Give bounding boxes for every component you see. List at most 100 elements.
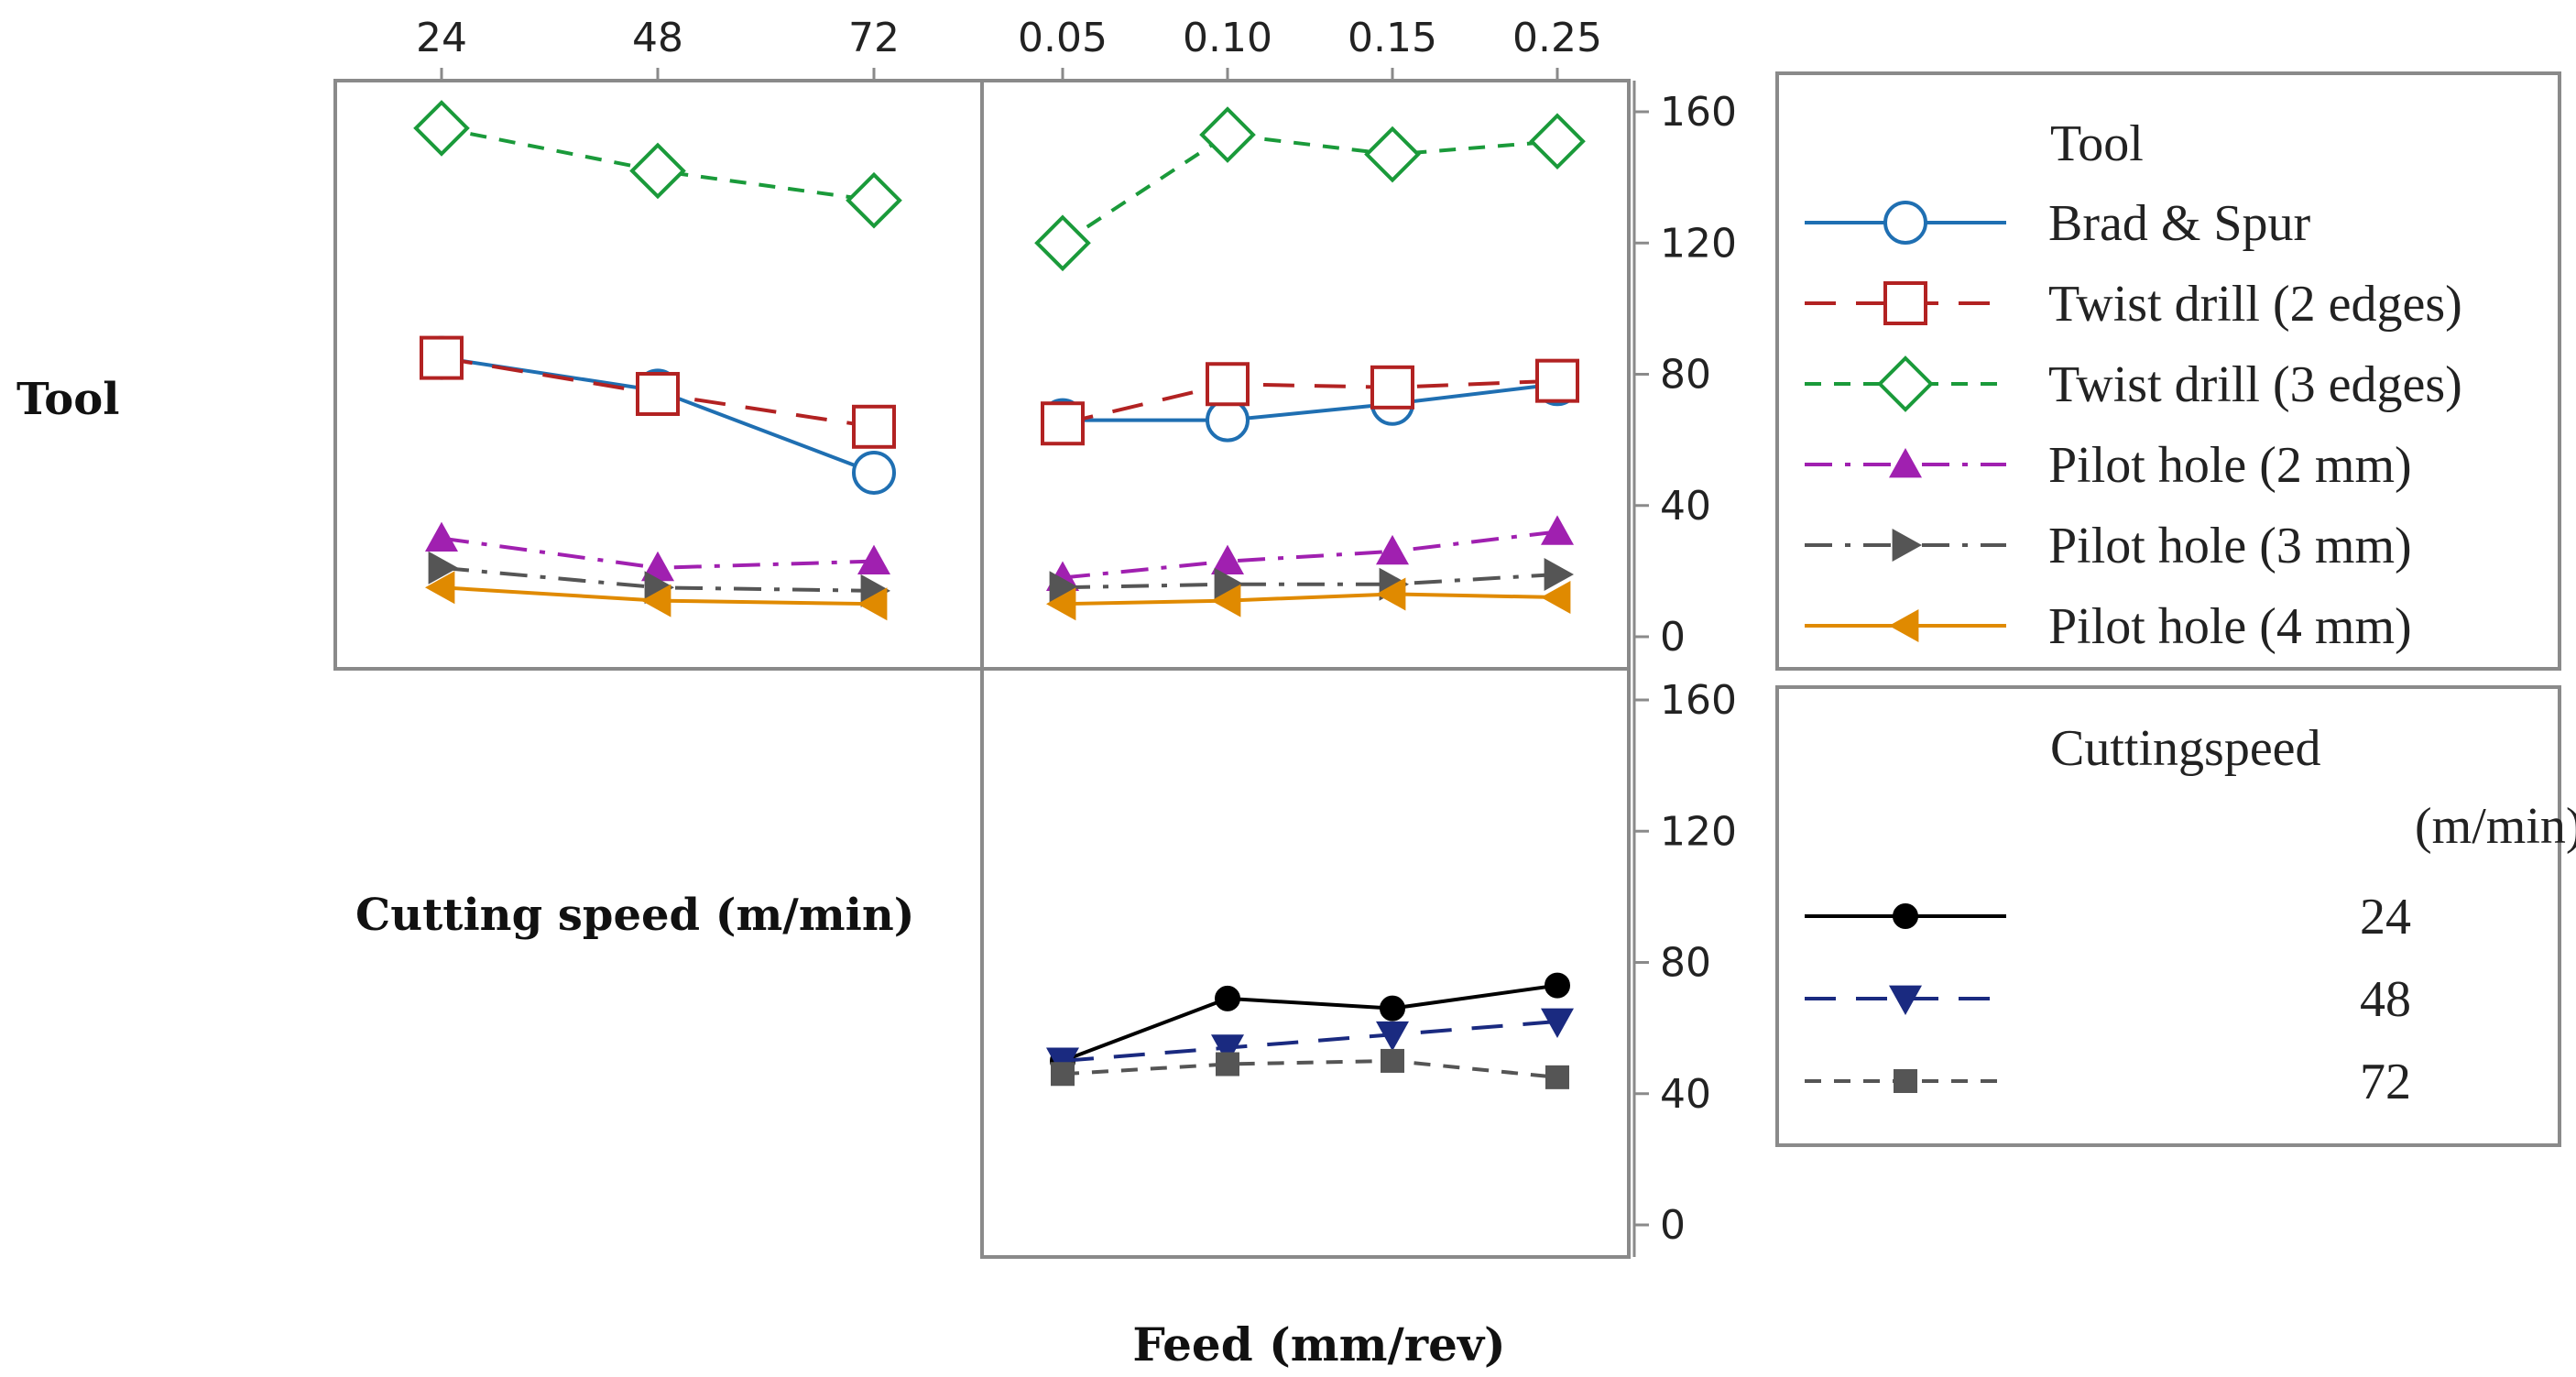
tool-feed-line-pilot-hole-3-mm [1062, 572, 1558, 590]
speed-legend-label-48: 48 [2360, 971, 2411, 1028]
speed-feed-point-24-1 [1215, 985, 1240, 1011]
tool-feed-point-twist-drill-3-edges-0 [1034, 214, 1091, 272]
tool-feed-line-pilot-hole-4-mm [1062, 592, 1558, 607]
tool-feed-line-brad-spur [1063, 382, 1558, 422]
x-ticks: 24 48 72 0.05 0.10 0.15 0.25 [416, 15, 1602, 81]
tool-speed-point-pilot-hole-4-mm-0 [425, 571, 455, 605]
tool-speed-point-pilot-hole-4-mm-1 [641, 584, 671, 617]
tool-speed-point-pilot-hole-2-mm-0 [425, 521, 458, 552]
speed-feed-point-48-2 [1376, 1021, 1409, 1052]
tool-feed-line-pilot-hole-2-mm [1062, 530, 1558, 580]
tool-feed-point-twist-drill-2-edges-3 [1535, 358, 1579, 403]
tool-feed-point-twist-drill-2-edges-1 [1206, 362, 1250, 407]
panel-speed-vs-feed [980, 667, 1631, 1259]
speed-legend-label-72: 72 [2360, 1054, 2411, 1110]
y-tick-label-top-160: 160 [1660, 89, 1737, 136]
tool-legend-label-brad-spur: Brad & Spur [2048, 195, 2311, 252]
series-tool-vs-feed [1034, 106, 1586, 621]
tool-legend-label-pilot-hole-4-mm: Pilot hole (4 mm) [2048, 598, 2412, 655]
tool-feed-line-twist-drill-3-edges [1061, 132, 1558, 245]
tool-feed-line-twist-drill-2-edges [1062, 378, 1558, 426]
x-tick-label-speed-72: 72 [848, 15, 900, 61]
tool-speed-point-pilot-hole-2-mm-1 [641, 551, 674, 582]
tool-feed-point-pilot-hole-2-mm-1 [1211, 544, 1244, 575]
x-tick-label-feed-0-25: 0.25 [1512, 15, 1602, 61]
tool-legend-marker-twist-drill-2-edges [1883, 281, 1927, 325]
speed-feed-point-72-0 [1051, 1062, 1075, 1087]
speed-legend-label-24: 24 [2360, 889, 2411, 945]
tool-feed-point-twist-drill-2-edges-2 [1370, 365, 1414, 410]
speed-feed-line-48 [1062, 1019, 1558, 1063]
tool-legend-entries: Brad & Spur Twist drill (2 edges) Twist dr… [1805, 195, 2462, 655]
tool-speed-point-brad-spur-2 [852, 450, 896, 495]
y-tick-label-bottom-120: 120 [1660, 808, 1737, 855]
speed-feed-line-72 [1062, 1058, 1558, 1079]
tool-speed-point-pilot-hole-3-mm-0 [428, 551, 458, 585]
y-ticks-top: 0 40 80 120 160 [1634, 89, 1737, 661]
y-tick-label-bottom-160: 160 [1660, 677, 1737, 724]
row-label-tool: Tool [16, 374, 119, 425]
y-tick-label-bottom-80: 80 [1660, 940, 1711, 987]
tool-legend-label-pilot-hole-3-mm: Pilot hole (3 mm) [2048, 518, 2412, 574]
tool-feed-point-pilot-hole-4-mm-1 [1211, 584, 1241, 617]
tool-feed-point-pilot-hole-4-mm-0 [1046, 587, 1076, 621]
speed-feed-point-24-2 [1380, 995, 1405, 1022]
panel-tool-vs-feed [980, 79, 1631, 671]
row-label-cutting-speed: Cutting speed (m/min) [355, 890, 914, 941]
y-tick-label-bottom-40: 40 [1660, 1071, 1711, 1118]
speed-feed-point-72-1 [1216, 1052, 1239, 1076]
tool-legend-marker-pilot-hole-2-mm [1889, 448, 1922, 478]
series-speed-vs-feed [1046, 972, 1574, 1089]
speed-feed-point-72-3 [1545, 1065, 1569, 1089]
y-tick-label-top-120: 120 [1660, 220, 1737, 267]
tool-legend-label-twist-drill-3-edges: Twist drill (3 edges) [2048, 356, 2462, 413]
tool-feed-point-twist-drill-3-edges-3 [1529, 113, 1586, 170]
tool-speed-point-pilot-hole-4-mm-2 [857, 587, 888, 621]
tool-feed-point-pilot-hole-3-mm-3 [1544, 557, 1574, 591]
tool-speed-point-twist-drill-2-edges-1 [636, 371, 680, 416]
tool-legend-marker-pilot-hole-3-mm [1892, 529, 1922, 562]
x-tick-label-feed-0-10: 0.10 [1183, 15, 1272, 61]
speed-legend-marker-72 [1894, 1069, 1917, 1093]
tool-speed-point-twist-drill-3-edges-0 [413, 100, 470, 157]
tool-speed-point-twist-drill-2-edges-0 [420, 335, 464, 380]
speed-legend-title-line1: Cuttingspeed [2050, 720, 2321, 777]
tool-feed-point-pilot-hole-2-mm-3 [1541, 515, 1574, 545]
speed-feed-point-24-3 [1545, 972, 1570, 999]
x-tick-label-feed-0-15: 0.15 [1348, 15, 1437, 61]
speed-legend-marker-24 [1893, 903, 1918, 929]
x-tick-label-speed-24: 24 [416, 15, 467, 61]
tool-speed-point-twist-drill-3-edges-2 [846, 171, 902, 229]
speed-legend-entries: 24 48 72 [1805, 889, 2411, 1110]
series-tool-vs-speed [413, 100, 902, 621]
tool-feed-point-pilot-hole-4-mm-3 [1541, 581, 1571, 615]
tool-feed-point-pilot-hole-4-mm-2 [1376, 577, 1406, 611]
y-tick-label-bottom-0: 0 [1660, 1202, 1686, 1249]
speed-feed-point-48-1 [1211, 1034, 1244, 1065]
tool-feed-point-twist-drill-3-edges-2 [1364, 126, 1421, 183]
tool-feed-point-twist-drill-3-edges-1 [1199, 106, 1256, 163]
y-tick-label-top-40: 40 [1660, 483, 1711, 530]
tool-feed-point-pilot-hole-3-mm-0 [1049, 571, 1079, 605]
speed-feed-line-24 [1062, 983, 1558, 1063]
tool-legend-title: Tool [2050, 115, 2144, 172]
x-axis-label-feed: Feed (mm/rev) [1132, 1317, 1505, 1372]
tool-legend-marker-twist-drill-3-edges [1877, 355, 1934, 412]
tool-feed-point-pilot-hole-3-mm-1 [1214, 567, 1244, 601]
tool-speed-point-twist-drill-2-edges-2 [852, 404, 896, 449]
tool-legend-label-twist-drill-2-edges: Twist drill (2 edges) [2048, 276, 2462, 333]
tool-speed-point-twist-drill-3-edges-1 [629, 142, 686, 200]
speed-legend-marker-48 [1889, 985, 1922, 1015]
speed-legend-title-line2: (m/min) [2415, 798, 2576, 855]
tool-feed-point-pilot-hole-2-mm-2 [1376, 534, 1409, 565]
x-tick-label-speed-48: 48 [632, 15, 683, 61]
tool-legend-label-pilot-hole-2-mm: Pilot hole (2 mm) [2048, 437, 2412, 494]
tool-feed-point-twist-drill-2-edges-0 [1041, 401, 1085, 446]
speed-feed-point-72-2 [1381, 1048, 1404, 1073]
y-ticks-bottom: 0 40 80 120 160 [1634, 677, 1737, 1249]
tool-speed-point-pilot-hole-2-mm-2 [857, 544, 890, 575]
tool-legend-marker-pilot-hole-4-mm [1889, 609, 1919, 642]
speed-feed-point-48-3 [1541, 1008, 1574, 1038]
y-tick-label-top-0: 0 [1660, 614, 1686, 661]
